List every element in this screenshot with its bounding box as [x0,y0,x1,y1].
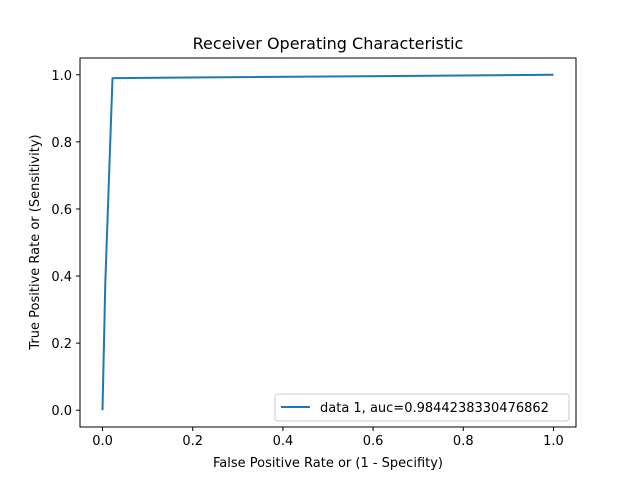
x-tick-label: 0.4 [273,434,294,449]
roc-curve-line [101,73,554,411]
plot-area: 0.0 0.2 0.4 0.6 0.8 1.0 0.0 0.2 0.4 0.6 0.8 1.0 [51,69,563,449]
legend: data 1, auc=0.9844238330476862 [274,393,570,422]
y-tick-label: 1.0 [51,69,72,84]
y-tick-label: 0.6 [51,203,72,218]
legend-entry-label: data 1, auc=0.9844238330476862 [320,401,549,416]
x-tick-label: 0.6 [363,434,384,449]
y-tick-label: 0.4 [51,270,72,285]
x-axis-label: False Positive Rate or (1 - Specifity) [213,456,443,471]
chart-title: Receiver Operating Characteristic [193,34,464,53]
x-tick-label: 1.0 [543,434,564,449]
x-tick-label: 0.8 [453,434,474,449]
y-tick-label: 0.2 [51,337,72,352]
legend-box [274,393,570,422]
y-tick-label: 0.0 [51,404,72,419]
y-tick-label: 0.8 [51,136,72,151]
x-tick-label: 0.2 [182,434,203,449]
y-axis-label: True Positive Rate or (Sensitivity) [28,134,43,350]
x-tick-label: 0.0 [92,434,113,449]
plot-frame [79,57,577,428]
